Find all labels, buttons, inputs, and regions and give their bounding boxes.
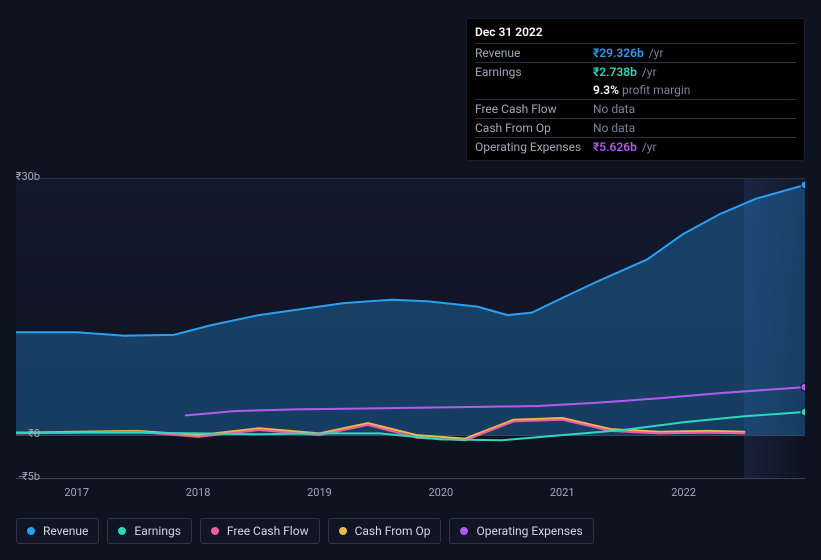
tooltip-row-value: ₹5.626b /yr: [593, 140, 796, 154]
legend-item-cash-from-op[interactable]: Cash From Op: [328, 518, 442, 544]
x-tick-label: 2019: [299, 486, 339, 499]
tooltip-row: Cash From OpNo data: [475, 118, 796, 137]
y-tick-label: ₹30b: [0, 170, 40, 183]
legend-swatch: [460, 527, 468, 535]
tooltip-row-value: ₹29.326b /yr: [593, 46, 796, 60]
y-tick-label: -₹5b: [0, 470, 40, 483]
tooltip-row-value: No data: [593, 102, 796, 116]
tooltip-rows: Revenue₹29.326b /yrEarnings₹2.738b /yr9.…: [475, 43, 796, 156]
tooltip-row: Free Cash FlowNo data: [475, 99, 796, 118]
legend-swatch: [211, 527, 219, 535]
series-end-marker: [801, 408, 805, 416]
legend-item-free-cash-flow[interactable]: Free Cash Flow: [200, 518, 320, 544]
tooltip-date: Dec 31 2022: [475, 25, 796, 43]
tooltip-row-label: Free Cash Flow: [475, 102, 593, 116]
y-tick-label: ₹0: [0, 427, 40, 440]
legend-label: Operating Expenses: [476, 524, 582, 538]
series-end-marker: [801, 383, 805, 391]
legend-label: Free Cash Flow: [227, 524, 309, 538]
x-tick-label: 2017: [57, 486, 97, 499]
legend-item-revenue[interactable]: Revenue: [16, 518, 99, 544]
x-tick-label: 2021: [542, 486, 582, 499]
tooltip-row-value: ₹2.738b /yr: [593, 65, 796, 79]
tooltip-row: Operating Expenses₹5.626b /yr: [475, 137, 796, 156]
legend-label: Earnings: [134, 524, 181, 538]
chart-panel: Dec 31 2022 Revenue₹29.326b /yrEarnings₹…: [0, 0, 821, 560]
tooltip-row-label: Cash From Op: [475, 121, 593, 135]
legend-item-earnings[interactable]: Earnings: [107, 518, 192, 544]
tooltip-row-label: Earnings: [475, 65, 593, 79]
series-end-marker: [801, 181, 805, 189]
legend-swatch: [118, 527, 126, 535]
legend-label: Cash From Op: [355, 524, 431, 538]
x-tick-label: 2022: [664, 486, 704, 499]
tooltip-row-value: 9.3%profit margin: [593, 83, 796, 97]
legend-label: Revenue: [43, 524, 88, 538]
legend-swatch: [339, 527, 347, 535]
tooltip-row-value: No data: [593, 121, 796, 135]
legend-swatch: [27, 527, 35, 535]
tooltip-row-label: Revenue: [475, 46, 593, 60]
tooltip-row: 9.3%profit margin: [475, 81, 796, 99]
tooltip-row-label: Operating Expenses: [475, 140, 593, 154]
x-tick-label: 2020: [421, 486, 461, 499]
x-tick-label: 2018: [178, 486, 218, 499]
chart-legend: Revenue Earnings Free Cash Flow Cash From O…: [16, 518, 594, 544]
series-fill-revenue: [16, 185, 805, 435]
tooltip-row-label: [475, 83, 593, 97]
plot-svg: [16, 160, 805, 484]
financials-chart[interactable]: ₹30b₹0-₹5b 201720182019202020212022: [16, 160, 805, 480]
tooltip-row: Revenue₹29.326b /yr: [475, 43, 796, 62]
tooltip-row: Earnings₹2.738b /yr: [475, 62, 796, 81]
chart-tooltip: Dec 31 2022 Revenue₹29.326b /yrEarnings₹…: [466, 18, 805, 161]
legend-item-operating-expenses[interactable]: Operating Expenses: [449, 518, 593, 544]
